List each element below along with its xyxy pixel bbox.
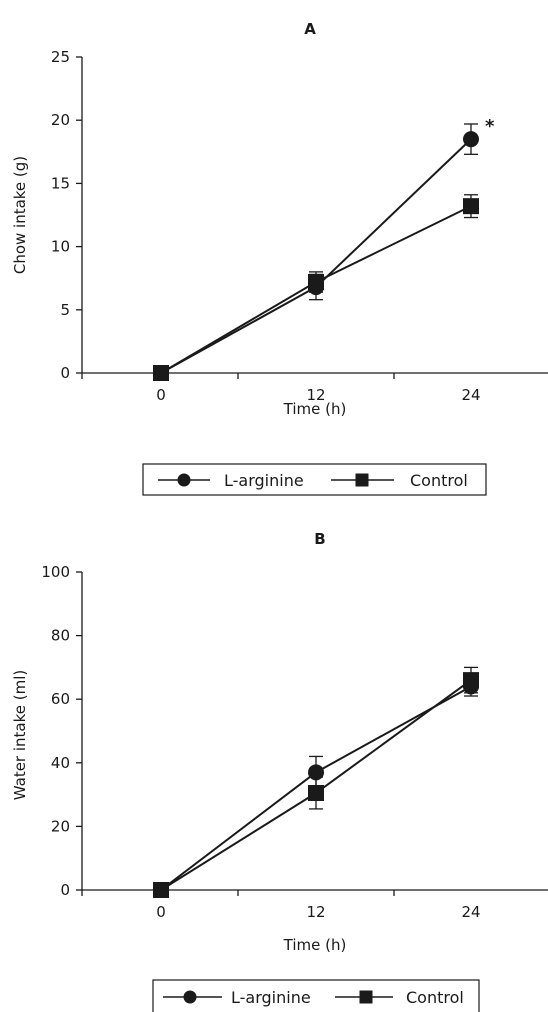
- panel-a-l-arginine-point: [153, 365, 169, 381]
- panel-b-y-tick-label: 0: [60, 881, 70, 899]
- panel-a-legend: L-arginine Control: [142, 463, 487, 496]
- panel-b-x-tick-label: 0: [156, 903, 166, 921]
- panel-a-significance-marker: *: [485, 116, 495, 137]
- panel-a-control-point: [463, 198, 479, 215]
- panel-a-marks: [153, 123, 479, 381]
- panel-b-label: B: [314, 530, 325, 548]
- panel-b-x-tick-label: 24: [461, 903, 480, 921]
- panel-b-x-tick-label: 12: [306, 903, 325, 921]
- panel-b-control-point: [308, 785, 324, 802]
- panel-b-legend-box: [152, 979, 480, 1012]
- panel-a-l-arginine-point: [463, 131, 479, 148]
- panel-a-x-tick-label: 0: [156, 386, 166, 404]
- panel-a-y-tick-label: 15: [51, 174, 70, 192]
- panel-a-legend-larginine-label: L-arginine: [224, 471, 304, 490]
- panel-b-legend-control-marker: [359, 990, 373, 1004]
- panel-b-y-axis-label: Water intake (ml): [11, 670, 29, 801]
- panel-b-l-arginine-point: [308, 764, 324, 781]
- panel-b-y-tick-label: 60: [51, 690, 70, 708]
- panel-a-y-axis-label: Chow intake (g): [11, 156, 29, 274]
- panel-a-y-tick-label: 5: [60, 301, 70, 319]
- panel-b-legend: L-arginine Control: [152, 979, 480, 1012]
- panel-a-chart: A Chow intake (g) Time (h) 0 5 10 15 20 25 0 12…: [11, 20, 548, 496]
- panel-b-axes: 0 20 40 60 80 100 0 12 24: [41, 563, 548, 921]
- panel-b-l-arginine-point: [153, 882, 169, 898]
- panel-a-x-tick-label: 24: [461, 386, 480, 404]
- panel-a-axes: 0 5 10 15 20 25 0 12 24: [51, 48, 548, 404]
- panel-b-legend-larginine-marker: [183, 990, 197, 1004]
- panel-b-x-axis-label: Time (h): [283, 936, 347, 954]
- panel-a-legend-control-label: Control: [410, 471, 468, 490]
- panel-b-legend-larginine-label: L-arginine: [231, 988, 311, 1007]
- panel-b-y-tick-label: 40: [51, 754, 70, 772]
- panel-b-chart: B Water intake (ml) Time (h) 0 20 40 60 80 10…: [11, 530, 548, 1012]
- panel-a-y-tick-label: 10: [51, 238, 70, 256]
- panel-b-marks: [153, 666, 479, 898]
- panel-a-x-axis-label: Time (h): [283, 400, 347, 418]
- panel-b-l-arginine-point: [463, 678, 479, 695]
- panel-b-y-tick-label: 20: [51, 817, 70, 835]
- panel-a-x-tick-label: 12: [306, 386, 325, 404]
- panel-b-y-tick-label: 100: [41, 563, 70, 581]
- panel-a-legend-larginine-marker: [177, 473, 191, 487]
- panel-b-y-tick-label: 80: [51, 627, 70, 645]
- panel-a-l-arginine-point: [308, 279, 324, 296]
- panel-a-label: A: [304, 20, 316, 38]
- panel-a-y-tick-label: 20: [51, 111, 70, 129]
- panel-a-legend-control-marker: [355, 473, 369, 487]
- panel-b-legend-control-label: Control: [406, 988, 464, 1007]
- panel-a-y-tick-label: 0: [60, 364, 70, 382]
- panel-a-l-arginine-line: [160, 138, 472, 374]
- panel-a-y-tick-label: 25: [51, 48, 70, 66]
